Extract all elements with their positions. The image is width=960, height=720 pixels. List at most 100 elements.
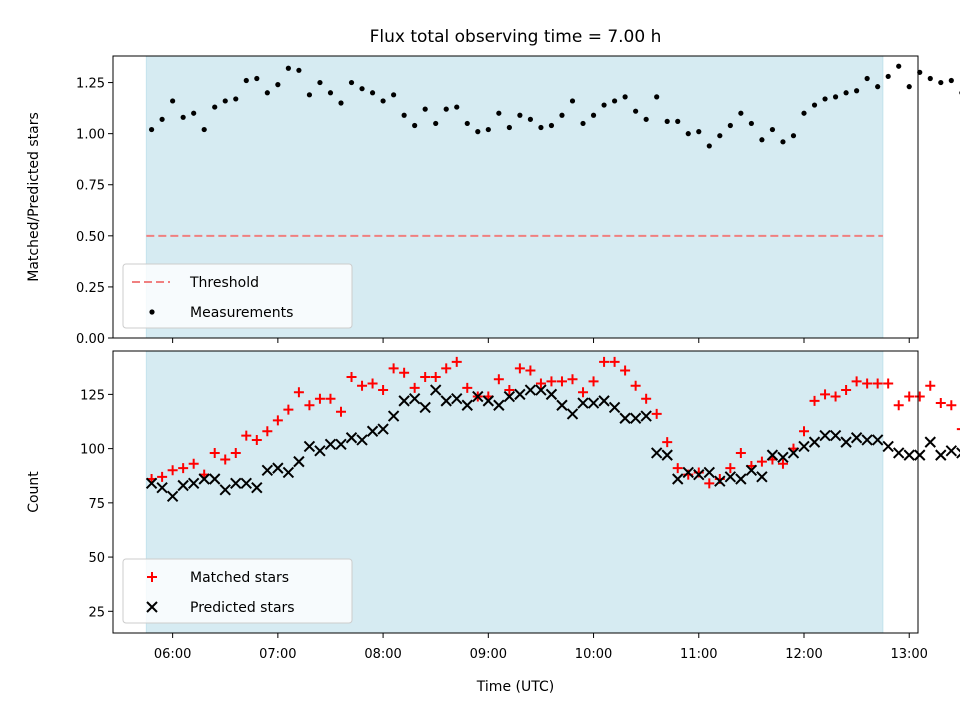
data-point xyxy=(335,406,346,417)
data-point xyxy=(440,395,452,407)
data-point xyxy=(641,393,652,404)
data-point xyxy=(780,139,786,145)
data-point xyxy=(201,126,207,133)
data-point xyxy=(293,455,305,468)
data-point xyxy=(735,473,747,485)
data-point xyxy=(851,376,862,387)
data-point xyxy=(378,385,389,396)
legend-plus-swatch xyxy=(147,572,157,582)
data-point xyxy=(808,436,821,448)
data-point xyxy=(251,481,263,494)
legend-label: Measurements xyxy=(190,305,293,321)
data-point xyxy=(303,440,316,453)
data-point xyxy=(243,77,249,84)
data-point xyxy=(787,447,800,459)
y-tick-label: 125 xyxy=(80,388,105,403)
data-point xyxy=(832,94,839,100)
data-point xyxy=(408,393,421,405)
data-point xyxy=(704,478,715,489)
data-point xyxy=(903,449,915,461)
data-point xyxy=(714,475,726,487)
data-point xyxy=(556,376,567,387)
data-point xyxy=(861,434,873,446)
data-point xyxy=(914,391,925,402)
data-point xyxy=(748,120,754,127)
data-point xyxy=(819,429,831,442)
x-tick-label: 10:00 xyxy=(575,647,612,662)
data-point xyxy=(672,473,684,485)
y-axis-label: Count xyxy=(26,471,42,513)
data-point xyxy=(517,112,523,118)
data-point xyxy=(380,98,386,104)
data-point xyxy=(914,449,926,461)
bottom-panel: 25 50 75 100 125 06:00 07:00 08:00 09:00 10:00 11:… xyxy=(26,350,960,695)
legend-label: Threshold xyxy=(189,275,259,291)
data-point xyxy=(219,484,231,496)
data-point xyxy=(798,440,810,453)
data-point xyxy=(357,380,368,391)
data-point xyxy=(240,477,252,490)
data-point xyxy=(180,114,186,120)
data-point xyxy=(569,98,576,104)
data-point xyxy=(283,404,294,415)
data-point xyxy=(430,372,441,383)
data-point xyxy=(566,408,579,420)
data-point xyxy=(696,129,702,135)
data-point xyxy=(611,98,618,104)
data-point xyxy=(514,363,525,374)
data-point xyxy=(157,471,168,482)
data-point xyxy=(809,395,820,406)
data-point xyxy=(590,112,597,118)
data-point xyxy=(546,376,557,387)
data-point xyxy=(304,400,315,411)
data-point xyxy=(872,378,883,389)
data-point xyxy=(356,434,368,446)
data-point xyxy=(451,393,463,405)
bottom-axes-frame xyxy=(112,350,919,634)
data-point xyxy=(608,401,621,414)
data-point xyxy=(896,63,902,69)
data-point xyxy=(535,384,547,396)
data-point xyxy=(261,464,274,477)
data-point xyxy=(650,447,663,459)
data-point xyxy=(759,137,765,143)
data-point xyxy=(482,395,495,407)
data-point xyxy=(925,380,936,391)
chart-title: Flux total observing time = 7.00 h xyxy=(370,27,662,47)
data-point xyxy=(893,447,905,459)
data-point xyxy=(159,116,165,122)
y-tick-label: 100 xyxy=(80,443,105,458)
data-point xyxy=(293,387,304,398)
data-point xyxy=(209,473,221,485)
data-point xyxy=(230,447,241,458)
data-point xyxy=(188,458,199,469)
data-point xyxy=(840,436,852,448)
data-point xyxy=(672,463,683,474)
data-point xyxy=(599,356,610,367)
data-point xyxy=(451,356,462,367)
data-point xyxy=(503,390,516,403)
data-point xyxy=(630,380,641,391)
data-point xyxy=(927,75,933,82)
data-point xyxy=(675,118,681,124)
data-point xyxy=(906,84,912,90)
data-point xyxy=(166,490,179,503)
data-point xyxy=(433,120,439,127)
data-point xyxy=(262,426,273,437)
data-point xyxy=(335,438,347,450)
data-point xyxy=(766,449,779,461)
data-point xyxy=(493,374,504,385)
data-point xyxy=(167,465,178,476)
y-tick-label: 75 xyxy=(88,497,105,512)
data-point xyxy=(883,378,894,389)
data-point xyxy=(864,75,870,82)
data-point xyxy=(745,464,758,477)
data-point xyxy=(567,374,578,385)
data-point xyxy=(577,397,589,409)
data-point xyxy=(556,399,568,411)
data-point xyxy=(233,96,239,102)
y-tick-label: 1.00 xyxy=(76,128,105,143)
data-point xyxy=(472,390,484,403)
data-point xyxy=(829,429,842,442)
data-point xyxy=(388,363,399,374)
